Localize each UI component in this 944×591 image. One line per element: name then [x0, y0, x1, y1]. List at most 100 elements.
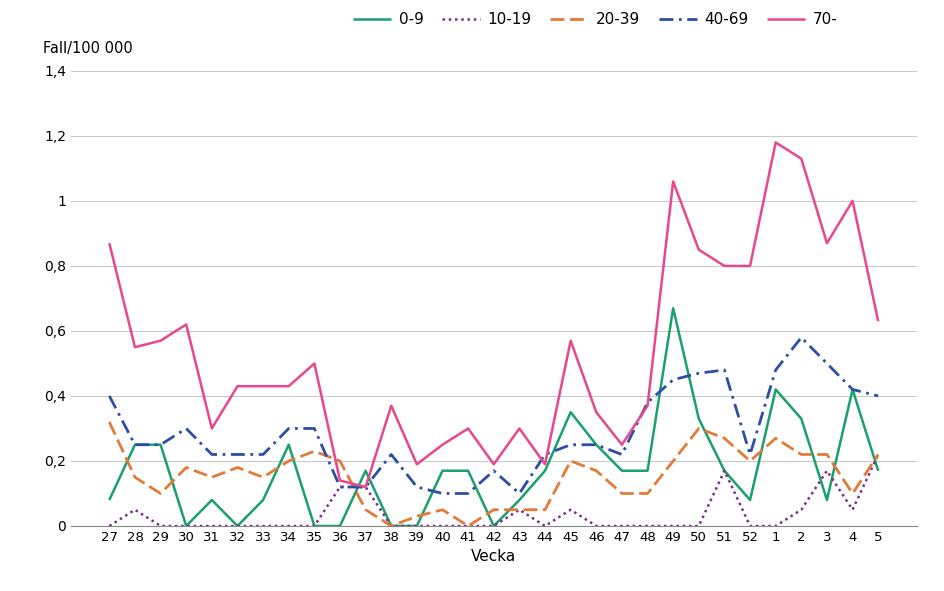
40-69: [744, 451, 755, 458]
0-9: [590, 441, 601, 448]
0-9: [820, 496, 832, 504]
20-39: [718, 435, 730, 442]
70-: [180, 321, 192, 328]
20-39: [539, 506, 550, 513]
Text: Fall/100 000: Fall/100 000: [42, 41, 132, 56]
70-: [514, 425, 525, 432]
0-9: [180, 522, 192, 530]
40-69: [820, 360, 832, 367]
10-19: [846, 506, 857, 513]
Line: 70-: 70-: [110, 142, 877, 487]
10-19: [104, 522, 115, 530]
70-: [436, 441, 447, 448]
20-39: [462, 522, 473, 530]
X-axis label: Vecka: Vecka: [471, 550, 515, 564]
20-39: [257, 474, 268, 481]
10-19: [666, 522, 678, 530]
0-9: [539, 467, 550, 474]
0-9: [334, 522, 346, 530]
70-: [744, 262, 755, 269]
20-39: [411, 512, 422, 520]
40-69: [718, 366, 730, 374]
70-: [666, 178, 678, 185]
20-39: [436, 506, 447, 513]
40-69: [334, 483, 346, 491]
10-19: [309, 522, 320, 530]
Line: 20-39: 20-39: [110, 422, 877, 526]
40-69: [590, 441, 601, 448]
40-69: [257, 451, 268, 458]
20-39: [334, 457, 346, 465]
Legend: 0-9, 10-19, 20-39, 40-69, 70-: 0-9, 10-19, 20-39, 40-69, 70-: [346, 6, 843, 33]
70-: [846, 197, 857, 204]
10-19: [871, 451, 883, 458]
70-: [820, 240, 832, 247]
10-19: [641, 522, 652, 530]
10-19: [231, 522, 243, 530]
40-69: [104, 392, 115, 400]
Line: 40-69: 40-69: [110, 337, 877, 493]
Line: 10-19: 10-19: [110, 454, 877, 526]
40-69: [795, 334, 806, 341]
40-69: [309, 425, 320, 432]
20-39: [590, 467, 601, 474]
70-: [309, 360, 320, 367]
0-9: [487, 522, 498, 530]
70-: [590, 409, 601, 416]
0-9: [462, 467, 473, 474]
0-9: [846, 386, 857, 393]
70-: [257, 383, 268, 390]
40-69: [360, 483, 371, 491]
40-69: [871, 392, 883, 400]
40-69: [231, 451, 243, 458]
20-39: [360, 506, 371, 513]
0-9: [769, 386, 781, 393]
40-69: [539, 451, 550, 458]
0-9: [206, 496, 217, 504]
10-19: [385, 522, 396, 530]
10-19: [514, 506, 525, 513]
0-9: [283, 441, 295, 448]
10-19: [129, 506, 141, 513]
40-69: [283, 425, 295, 432]
20-39: [744, 457, 755, 465]
20-39: [565, 457, 576, 465]
10-19: [615, 522, 627, 530]
70-: [385, 402, 396, 409]
20-39: [641, 490, 652, 497]
0-9: [436, 467, 447, 474]
40-69: [385, 451, 396, 458]
40-69: [206, 451, 217, 458]
0-9: [385, 522, 396, 530]
40-69: [641, 399, 652, 406]
10-19: [744, 522, 755, 530]
10-19: [487, 522, 498, 530]
10-19: [334, 483, 346, 491]
70-: [206, 425, 217, 432]
20-39: [615, 490, 627, 497]
0-9: [257, 496, 268, 504]
0-9: [309, 522, 320, 530]
70-: [334, 477, 346, 484]
0-9: [718, 467, 730, 474]
20-39: [846, 490, 857, 497]
0-9: [155, 441, 166, 448]
70-: [155, 337, 166, 344]
40-69: [462, 490, 473, 497]
40-69: [615, 451, 627, 458]
20-39: [206, 474, 217, 481]
40-69: [129, 441, 141, 448]
20-39: [104, 418, 115, 426]
10-19: [718, 467, 730, 474]
0-9: [129, 441, 141, 448]
0-9: [666, 304, 678, 311]
0-9: [692, 415, 703, 422]
70-: [871, 317, 883, 324]
10-19: [795, 506, 806, 513]
70-: [615, 441, 627, 448]
40-69: [769, 366, 781, 374]
70-: [539, 461, 550, 468]
70-: [692, 246, 703, 253]
0-9: [641, 467, 652, 474]
40-69: [436, 490, 447, 497]
